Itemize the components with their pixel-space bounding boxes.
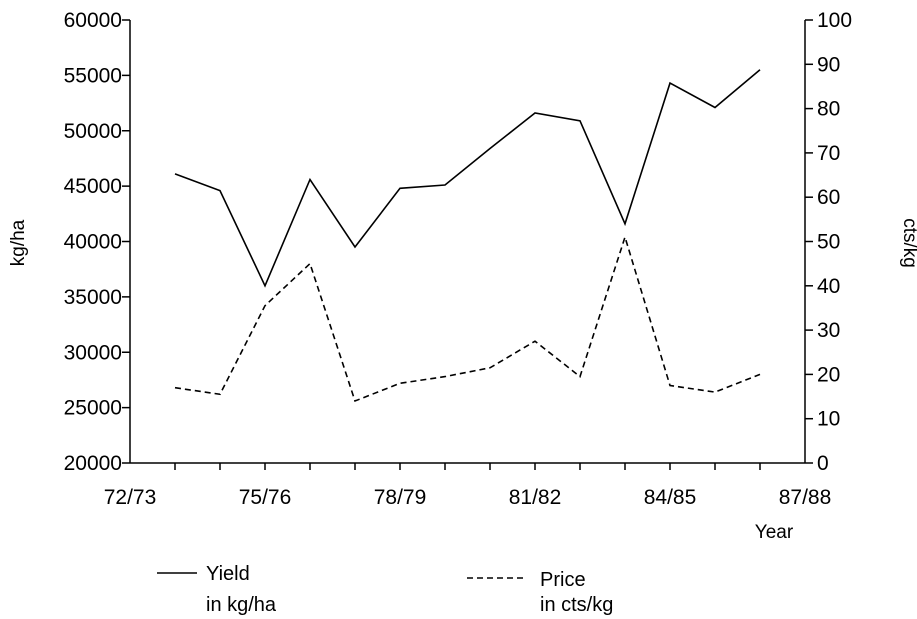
- left-y-tick-label: 60000: [64, 9, 122, 32]
- right-y-tick-label: 10: [817, 408, 840, 431]
- left-axis-title: kg/ha: [8, 219, 29, 266]
- right-y-tick-label: 80: [817, 98, 840, 121]
- legend-label-yield: Yield: [206, 563, 250, 585]
- left-y-tick-label: 20000: [64, 452, 122, 475]
- right-y-tick-label: 70: [817, 142, 840, 165]
- axes: 20000 25000 30000 35000 40000 45000 50000 55000…: [64, 9, 852, 509]
- x-tick-label: 87/88: [779, 486, 832, 509]
- left-y-tick-label: 35000: [64, 286, 122, 309]
- x-tick-label: 84/85: [644, 486, 697, 509]
- x-tick-label: 78/79: [374, 486, 427, 509]
- left-y-tick-label: 30000: [64, 341, 122, 364]
- x-axis-title: Year: [755, 522, 794, 543]
- legend-label-price: Price: [540, 569, 586, 591]
- right-y-tick-label: 100: [817, 9, 852, 32]
- series-line-yield: [174, 69, 761, 288]
- legend: Yield in kg/ha Price in cts/kg: [157, 563, 613, 616]
- right-y-tick-label: 20: [817, 363, 840, 386]
- right-y-tick-label: 90: [817, 53, 840, 76]
- legend-sublabel-yield: in kg/ha: [206, 594, 277, 616]
- left-y-tick-label: 40000: [64, 231, 122, 254]
- left-y-tick-label: 45000: [64, 175, 122, 198]
- series-line-price: [174, 234, 761, 403]
- left-y-tick-label: 55000: [64, 64, 122, 87]
- left-y-tick-label: 50000: [64, 120, 122, 143]
- right-y-tick-label: 50: [817, 231, 840, 254]
- right-y-tick-label: 30: [817, 319, 840, 342]
- right-y-tick-label: 60: [817, 186, 840, 209]
- x-tick-label: 72/73: [104, 486, 157, 509]
- x-tick-label: 75/76: [239, 486, 292, 509]
- right-y-tick-label: 40: [817, 275, 840, 298]
- right-axis-title: cts/kg: [899, 218, 917, 268]
- series-layer: [174, 69, 761, 403]
- x-tick-label: 81/82: [509, 486, 562, 509]
- right-y-tick-label: 0: [817, 452, 829, 475]
- left-y-tick-label: 25000: [64, 397, 122, 420]
- legend-sublabel-price: in cts/kg: [540, 594, 613, 616]
